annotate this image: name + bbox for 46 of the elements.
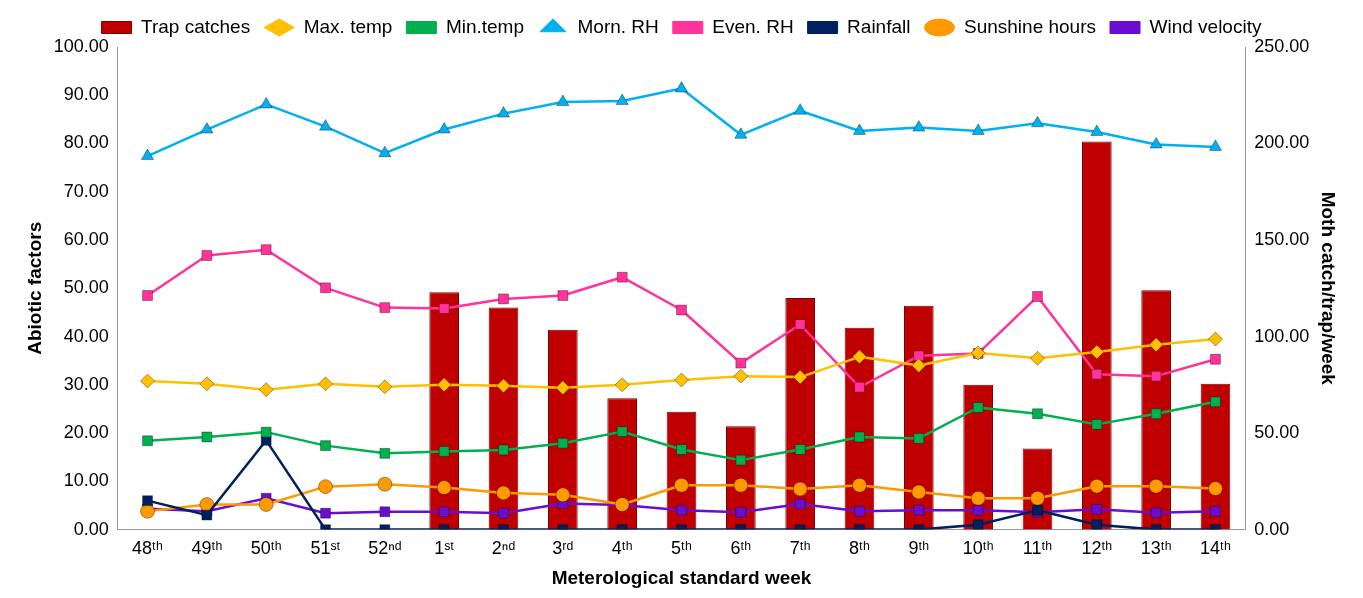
y-tick-label: 60.00 (63, 229, 109, 250)
y-tick-label: 70.00 (63, 180, 109, 201)
x-tick-label: 4ᵗʰ (611, 538, 633, 559)
y2-tick-label: 50.00 (1254, 422, 1300, 443)
y2-tick-label: 0.00 (1254, 518, 1290, 539)
y-tick-label: 10.00 (63, 470, 109, 491)
x-tick-label: 8ᵗʰ (849, 538, 871, 559)
x-tick-label: 50ᵗʰ (250, 538, 282, 559)
legend-label: Max. temp (303, 15, 393, 37)
y2-axis-title: Moth catch/trap/week (1318, 191, 1340, 386)
y2-tick-label: 150.00 (1254, 229, 1310, 250)
x-tick-label: 11ᵗʰ (1022, 538, 1053, 559)
x-tick-label: 6ᵗʰ (730, 538, 752, 559)
y-tick-label: 80.00 (63, 132, 109, 153)
legend-label: Even. RH (712, 15, 794, 37)
legend-label: Morn. RH (577, 15, 659, 37)
legend-label: Min.temp (445, 15, 525, 37)
y-tick-label: 90.00 (63, 84, 109, 105)
x-tick-label: 48ᵗʰ (132, 538, 164, 559)
legend-label: Trap catches (141, 15, 251, 37)
legend-label: Wind velocity (1149, 15, 1262, 37)
y2-tick-label: 200.00 (1254, 132, 1310, 153)
y2-tick-label: 100.00 (1254, 325, 1310, 346)
x-tick-label: 2ⁿᵈ (491, 538, 516, 559)
x-tick-label: 49ᵗʰ (191, 538, 223, 559)
y-tick-label: 20.00 (63, 422, 109, 443)
x-tick-label: 10ᵗʰ (962, 538, 994, 559)
y-tick-label: 30.00 (63, 373, 109, 394)
x-tick-label: 3ʳᵈ (552, 538, 574, 559)
x-tick-label: 13ᵗʰ (1140, 538, 1172, 559)
y-axis-title: Abiotic factors (23, 221, 45, 355)
legend-label: Rainfall (847, 15, 911, 37)
x-tick-label: 51ˢᵗ (310, 538, 341, 559)
x-tick-label: 5ᵗʰ (671, 538, 693, 559)
x-tick-label: 14ᵗʰ (1200, 538, 1232, 559)
y-tick-label: 40.00 (63, 325, 109, 346)
x-tick-label: 7ᵗʰ (789, 538, 811, 559)
y-tick-label: 50.00 (63, 277, 109, 298)
x-tick-label: 52ⁿᵈ (368, 538, 402, 559)
y-tick-label: 0.00 (73, 518, 109, 539)
x-tick-label: 12ᵗʰ (1081, 538, 1113, 559)
legend-label: Sunshine hours (963, 15, 1097, 37)
x-axis-title: Meterological standard week (551, 566, 812, 588)
x-tick-label: 9ᵗʰ (908, 538, 930, 559)
x-tick-label: 1ˢᵗ (434, 538, 455, 559)
y-tick-label: 100.00 (53, 35, 109, 56)
